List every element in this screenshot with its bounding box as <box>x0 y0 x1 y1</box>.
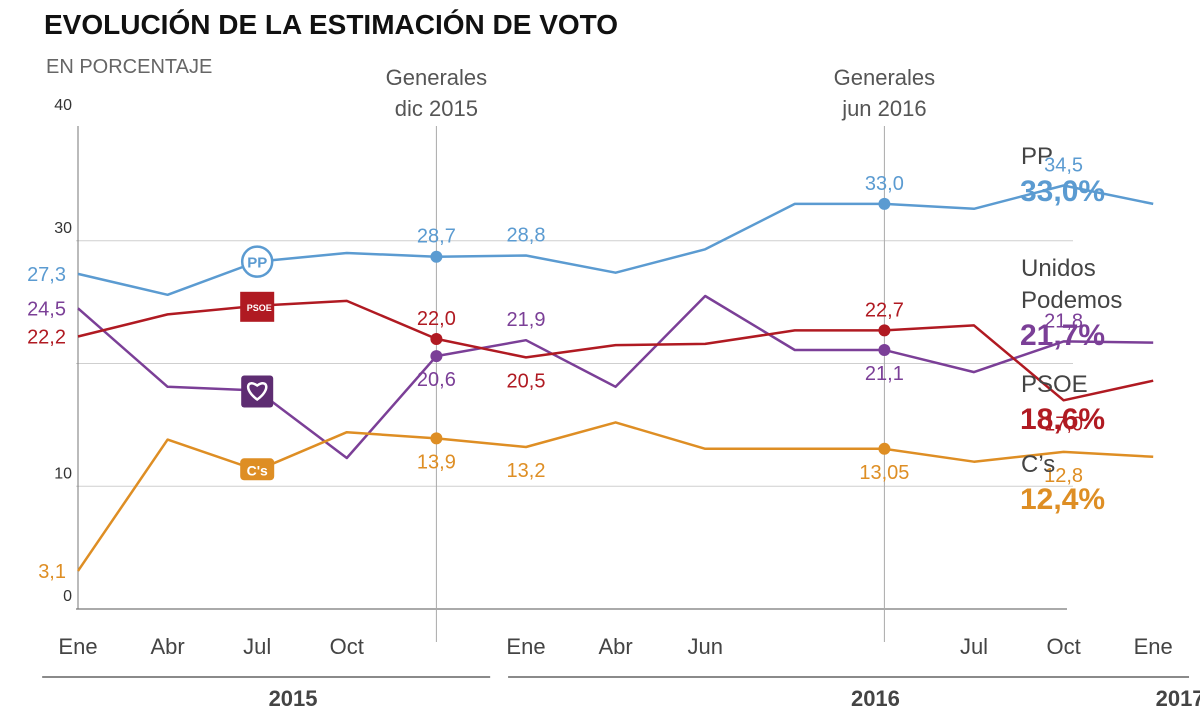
data-label: 13,2 <box>507 460 546 482</box>
y-tick-label: 0 <box>63 588 72 605</box>
data-label: 28,8 <box>507 224 546 246</box>
legend-name: Podemos <box>1021 287 1122 314</box>
data-label: 13,9 <box>417 451 456 473</box>
data-label: 22,2 <box>27 326 66 348</box>
data-label: 21,8 <box>1044 310 1083 332</box>
data-label: 13,05 <box>859 462 909 484</box>
event-label: Generales <box>386 65 488 90</box>
legend-value: 18,6% <box>1020 403 1105 436</box>
series-line-unidos-podemos <box>77 294 1154 460</box>
cs-logo-box <box>240 458 275 481</box>
x-tick-label: Ene <box>58 634 97 659</box>
x-tick-label: Ene <box>1134 634 1173 659</box>
cs-logo-text: C's <box>247 462 268 478</box>
data-labels: 27,3 28,7 28,8 33,0 34,5 24,5 20,6 21,9 21,1 21,8… <box>27 155 1083 583</box>
data-label: 20,5 <box>507 370 546 392</box>
chart-subtitle: EN PORCENTAJE <box>46 56 212 78</box>
data-label: 33,0 <box>865 173 904 195</box>
x-tick-label: Abr <box>598 634 632 659</box>
year-label: 2015 <box>269 686 318 711</box>
data-label: 12,8 <box>1044 465 1083 487</box>
data-label: 22,0 <box>417 308 456 330</box>
x-tick-label: Jun <box>687 634 722 659</box>
party-logo-c-s: C's <box>240 458 275 481</box>
data-point-unidos-podemos <box>430 350 443 363</box>
event-label: dic 2015 <box>395 96 478 121</box>
data-label: 21,1 <box>865 363 904 385</box>
legend-value: 21,7% <box>1020 319 1105 352</box>
heart-icon <box>246 382 268 402</box>
data-label: 22,7 <box>865 299 904 321</box>
series-line-pp <box>77 184 1154 297</box>
data-label: 17,0 <box>1044 413 1083 435</box>
series-line-c-s <box>76 421 1154 572</box>
party-logo-unidos-podemos <box>241 375 274 408</box>
data-point-psoe <box>878 324 891 337</box>
data-label: 34,5 <box>1044 155 1083 177</box>
legend-value: 33,0% <box>1020 175 1105 208</box>
data-point-c-s <box>878 442 891 455</box>
data-point-psoe <box>430 332 443 345</box>
pp-logo-text: PP <box>247 255 267 272</box>
x-tick-label: Oct <box>1046 634 1080 659</box>
x-tick-label: Jul <box>960 634 988 659</box>
data-point-pp <box>430 250 443 263</box>
pp-logo-ring <box>240 245 274 278</box>
x-tick-label: Jul <box>243 634 271 659</box>
gridlines <box>76 126 1073 610</box>
data-label: 27,3 <box>27 264 66 286</box>
data-point-c-s <box>430 432 443 445</box>
x-tick-label: Ene <box>506 634 545 659</box>
year-label: 2017 <box>1156 686 1200 711</box>
legend-name: Unidos <box>1021 255 1096 282</box>
podemos-logo-box <box>241 375 274 408</box>
legend: PP33,0%UnidosPodemos21,7%PSOE18,6%C’s12,… <box>1020 143 1122 516</box>
psoe-logo-text: PSOE <box>247 303 272 313</box>
data-label: 24,5 <box>27 298 66 320</box>
event-label: Generales <box>834 65 936 90</box>
year-axis: 2015 2016 2017 <box>42 676 1200 711</box>
event-label: jun 2016 <box>841 96 926 121</box>
data-label: 28,7 <box>417 226 456 248</box>
y-tick-label: 30 <box>54 220 72 237</box>
legend-name: PSOE <box>1021 371 1088 398</box>
chart-title: EVOLUCIÓN DE LA ESTIMACIÓN DE VOTO <box>44 9 618 40</box>
y-axis: 0 10 30 40 <box>54 97 72 605</box>
psoe-logo-box <box>240 291 275 322</box>
x-axis: Ene Abr Jul Oct Ene Abr Jun Jul Oct Ene <box>58 634 1172 659</box>
event-markers: Generales dic 2015 Generales jun 2016 <box>386 65 936 642</box>
series-lines <box>76 184 1154 572</box>
party-logo-psoe: PSOE <box>240 291 275 322</box>
data-point-pp <box>878 197 891 210</box>
legend-name: PP <box>1021 143 1053 170</box>
x-tick-label: Abr <box>150 634 184 659</box>
data-label: 3,1 <box>38 561 66 583</box>
party-logo-pp: PP <box>240 245 274 278</box>
data-point-unidos-podemos <box>878 343 891 356</box>
legend-name: C’s <box>1021 451 1055 478</box>
y-tick-label: 10 <box>54 465 72 482</box>
data-label: 20,6 <box>417 369 456 391</box>
y-tick-label: 40 <box>54 97 72 114</box>
x-tick-label: Oct <box>330 634 364 659</box>
legend-value: 12,4% <box>1020 483 1105 516</box>
party-logos: PP PSOE C's <box>240 245 275 481</box>
year-label: 2016 <box>851 686 900 711</box>
data-label: 21,9 <box>507 309 546 331</box>
